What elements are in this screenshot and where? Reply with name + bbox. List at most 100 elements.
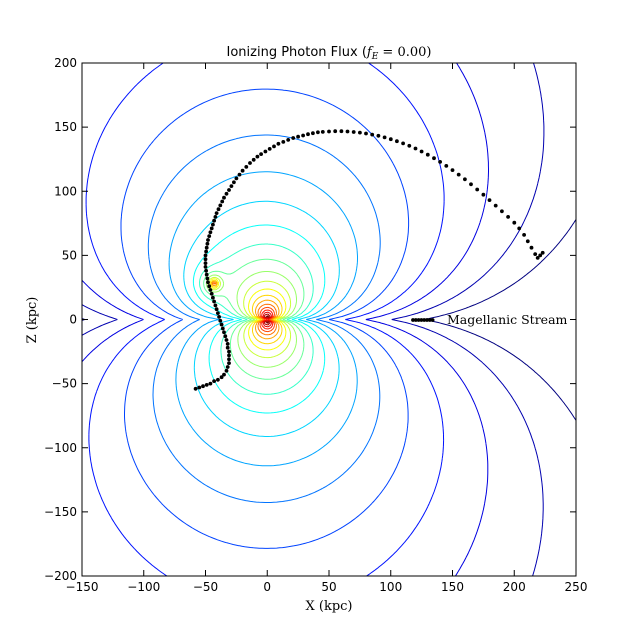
stream-point bbox=[209, 291, 214, 296]
y-tick-label: −50 bbox=[52, 377, 77, 391]
plot-area bbox=[82, 63, 576, 576]
stream-point bbox=[213, 303, 218, 308]
stream-point bbox=[206, 238, 210, 242]
stream-point bbox=[205, 241, 210, 246]
contour-level bbox=[261, 309, 274, 330]
stream-point bbox=[320, 130, 325, 134]
legend-dot bbox=[419, 318, 424, 322]
stream-point bbox=[214, 307, 219, 312]
contour-level bbox=[211, 282, 277, 336]
stream-point bbox=[209, 226, 214, 231]
stream-point bbox=[204, 383, 209, 387]
stream-point bbox=[301, 133, 305, 138]
stream-point bbox=[214, 211, 219, 216]
stream-point bbox=[208, 381, 213, 386]
legend-dot bbox=[427, 318, 432, 322]
y-tick-label: −200 bbox=[44, 569, 77, 583]
legend-dot bbox=[411, 318, 415, 322]
stream-point bbox=[222, 330, 226, 335]
contour-level bbox=[203, 258, 305, 380]
stream-point bbox=[204, 272, 209, 277]
stream-point bbox=[291, 136, 296, 140]
stream-point bbox=[237, 172, 242, 177]
stream-point bbox=[216, 311, 220, 315]
legend-dot bbox=[413, 318, 418, 322]
stream-point bbox=[388, 137, 393, 142]
stream-point bbox=[205, 276, 210, 281]
contour-level bbox=[259, 306, 275, 333]
stream-point bbox=[224, 191, 229, 196]
stream-point bbox=[204, 268, 209, 273]
stream-point bbox=[244, 165, 249, 169]
magellanic-stream-series bbox=[193, 129, 545, 391]
x-tick-label: −100 bbox=[127, 580, 160, 594]
stream-point bbox=[227, 188, 231, 192]
legend-dot bbox=[416, 318, 421, 322]
stream-point bbox=[444, 164, 449, 168]
stream-point bbox=[351, 130, 356, 134]
stream-point bbox=[382, 135, 387, 140]
contour-level bbox=[183, 200, 340, 437]
stream-point bbox=[525, 239, 530, 244]
stream-point bbox=[204, 249, 209, 254]
stream-point bbox=[222, 372, 226, 377]
stream-point bbox=[272, 144, 276, 149]
stream-point bbox=[211, 222, 215, 227]
y-tick-label: 100 bbox=[54, 184, 77, 198]
stream-point bbox=[232, 180, 236, 185]
x-tick-label: 100 bbox=[379, 580, 402, 594]
stream-point bbox=[376, 133, 381, 138]
stream-point bbox=[203, 257, 208, 262]
stream-point bbox=[217, 315, 222, 319]
stream-point bbox=[225, 345, 230, 350]
stream-point bbox=[407, 143, 412, 148]
contour-level bbox=[210, 279, 283, 345]
y-tick-label: −150 bbox=[44, 505, 77, 519]
stream-point bbox=[345, 129, 350, 134]
stream-point bbox=[225, 342, 230, 346]
stream-point bbox=[223, 334, 228, 339]
y-axis-ticks: −200 −150 −100 −50 0 50 100 150 200 bbox=[44, 56, 576, 583]
stream-point bbox=[248, 161, 252, 165]
x-tick-label: −150 bbox=[66, 580, 99, 594]
x-axis-label: X (kpc) bbox=[305, 599, 352, 614]
stream-point bbox=[227, 353, 231, 358]
stream-point bbox=[296, 134, 300, 139]
stream-point bbox=[529, 245, 534, 250]
stream-point bbox=[227, 349, 231, 354]
stream-point bbox=[227, 357, 231, 362]
stream-point bbox=[370, 132, 375, 137]
stream-point bbox=[413, 146, 418, 151]
stream-point bbox=[203, 261, 208, 265]
contour-level bbox=[265, 315, 270, 324]
stream-point bbox=[339, 129, 344, 134]
stream-point bbox=[522, 233, 526, 237]
x-tick-label: −50 bbox=[193, 580, 218, 594]
stream-point bbox=[311, 131, 315, 136]
stream-point bbox=[251, 157, 256, 162]
contour-level bbox=[192, 224, 326, 414]
stream-point bbox=[193, 386, 198, 391]
flux-contours bbox=[82, 63, 576, 576]
stream-point bbox=[450, 168, 455, 173]
stream-point bbox=[208, 288, 213, 292]
stream-point bbox=[255, 154, 260, 159]
contour-level bbox=[263, 313, 271, 326]
stream-point bbox=[395, 139, 399, 144]
y-tick-label: 150 bbox=[54, 120, 77, 134]
stream-point bbox=[219, 375, 224, 380]
stream-point bbox=[493, 203, 498, 208]
stream-point bbox=[240, 168, 245, 173]
stream-point bbox=[316, 130, 320, 135]
stream-point bbox=[401, 141, 405, 146]
legend-dot bbox=[422, 318, 427, 322]
contour-level bbox=[168, 171, 358, 467]
legend-label-magellanic-stream: Magellanic Stream bbox=[447, 312, 568, 327]
stream-point bbox=[475, 187, 480, 192]
x-tick-label: 50 bbox=[321, 580, 336, 594]
stream-point bbox=[259, 152, 263, 157]
stream-point bbox=[438, 160, 442, 164]
stream-point bbox=[469, 182, 473, 187]
stream-point bbox=[218, 318, 223, 323]
legend-marker-magellanic-stream bbox=[411, 318, 435, 322]
